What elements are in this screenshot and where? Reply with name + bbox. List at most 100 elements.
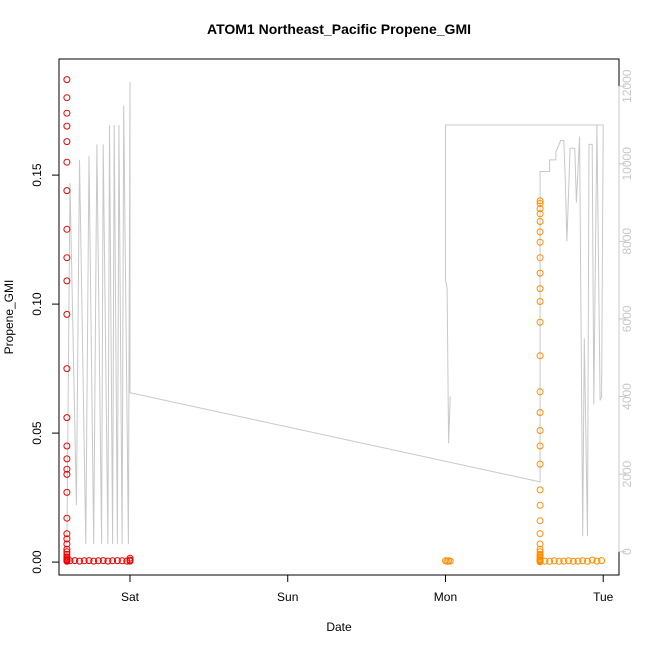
data-point-series-2	[536, 388, 544, 396]
y-tick-label: 0.10	[30, 292, 44, 316]
data-point-series-1	[109, 557, 117, 565]
data-point-series-2	[536, 530, 544, 538]
data-point-series-2	[588, 556, 596, 564]
data-point-series-2	[536, 318, 544, 326]
y2-tick-label: 0	[620, 548, 634, 555]
data-point-series-1	[63, 310, 71, 318]
data-point-series-2	[536, 285, 544, 293]
data-point-series-1	[90, 557, 98, 565]
y2-tick-label: 8000	[620, 228, 634, 255]
data-point-series-2	[536, 254, 544, 262]
data-point-series-1	[63, 545, 71, 553]
data-point-series-2	[536, 486, 544, 494]
data-point-series-1	[63, 530, 71, 538]
y-axis-label: Propene_GMI	[2, 280, 16, 355]
data-point-series-1	[63, 225, 71, 233]
data-point-series-2	[536, 238, 544, 246]
data-point-series-2	[536, 352, 544, 360]
data-point-series-2	[579, 557, 587, 565]
y2-tick-label: 10000	[620, 147, 634, 181]
x-axis-label: Date	[326, 620, 352, 634]
data-point-series-1	[63, 94, 71, 102]
y-tick-label: 0.15	[30, 163, 44, 187]
data-point-series-1	[63, 514, 71, 522]
data-point-series-1	[80, 557, 88, 565]
data-point-series-1	[63, 187, 71, 195]
x-tick-label: Mon	[434, 590, 457, 604]
data-point-series-1	[63, 158, 71, 166]
data-point-series-2	[598, 557, 606, 565]
altitude-layer	[66, 82, 604, 545]
data-point-series-1	[63, 277, 71, 285]
data-point-series-2	[565, 557, 572, 565]
data-point-series-2	[536, 269, 544, 277]
data-point-series-1	[63, 365, 71, 373]
data-point-series-1	[63, 540, 71, 548]
y-tick-label: 0.00	[30, 550, 44, 574]
data-point-series-1	[71, 557, 79, 565]
altitude-line	[66, 82, 604, 545]
y2-tick-label: 2000	[620, 460, 634, 487]
data-point-series-2	[574, 557, 582, 565]
data-point-series-2	[536, 558, 544, 566]
data-point-series-2	[536, 228, 544, 236]
data-point-series-1	[104, 557, 112, 565]
data-point-series-1	[63, 414, 71, 422]
data-point-series-2	[536, 442, 544, 450]
data-point-series-2	[536, 197, 544, 205]
y2-tick-label: 4000	[620, 383, 634, 410]
data-point-series-2	[550, 557, 558, 565]
data-point-series-1	[63, 122, 71, 130]
data-point-series-2	[593, 557, 601, 565]
data-point-series-2	[555, 557, 563, 565]
data-point-series-1	[63, 442, 71, 450]
data-point-series-1	[63, 76, 71, 84]
data-point-series-2	[569, 557, 577, 565]
data-point-series-1	[63, 109, 71, 117]
data-point-series-1	[76, 557, 83, 565]
data-point-series-1	[113, 557, 121, 565]
data-point-series-2	[536, 517, 544, 525]
x-tick-label: Sat	[121, 590, 140, 604]
data-point-series-1	[63, 557, 71, 565]
data-point-series-2	[584, 557, 591, 565]
chart-title: ATOM1 Northeast_Pacific Propene_GMI	[207, 21, 471, 37]
data-point-series-1	[63, 254, 71, 262]
y2-tick-label: 6000	[620, 305, 634, 332]
data-point-series-2	[536, 427, 544, 434]
data-point-series-1	[63, 465, 71, 473]
data-point-series-2	[446, 557, 454, 565]
data-point-series-2	[536, 205, 544, 213]
x-tick-label: Tue	[593, 590, 614, 604]
y-tick-label: 0.05	[30, 421, 44, 445]
data-point-series-1	[99, 557, 107, 565]
data-point-series-1	[63, 455, 71, 463]
x-tick-label: Sun	[277, 590, 298, 604]
axes-layer: Sat Sun Mon Tue 0.00 0.05 0.10 0.15 0 2000 4000 600…	[30, 69, 634, 604]
data-point-series-1	[126, 557, 134, 565]
data-point-series-2	[541, 557, 549, 565]
data-point-series-2	[560, 557, 568, 565]
data-point-series-1	[94, 557, 102, 565]
data-point-series-2	[546, 557, 554, 565]
data-point-series-2	[536, 200, 544, 207]
data-point-series-2	[536, 501, 544, 509]
data-point-series-1	[63, 138, 71, 146]
plot-box	[58, 58, 620, 576]
data-point-series-1	[63, 488, 71, 496]
data-point-series-2	[536, 540, 544, 548]
data-point-series-1	[85, 557, 93, 565]
data-point-series-2	[536, 218, 544, 225]
points-layer	[63, 76, 606, 566]
data-point-series-2	[536, 210, 544, 218]
data-point-series-2	[536, 460, 544, 468]
data-point-series-2	[536, 298, 544, 305]
data-point-series-1	[63, 470, 71, 478]
y2-tick-label: 12000	[620, 69, 634, 103]
data-point-series-1	[118, 557, 126, 565]
data-point-series-1	[63, 535, 71, 543]
data-point-series-1	[66, 557, 74, 565]
data-point-series-2	[536, 409, 544, 416]
